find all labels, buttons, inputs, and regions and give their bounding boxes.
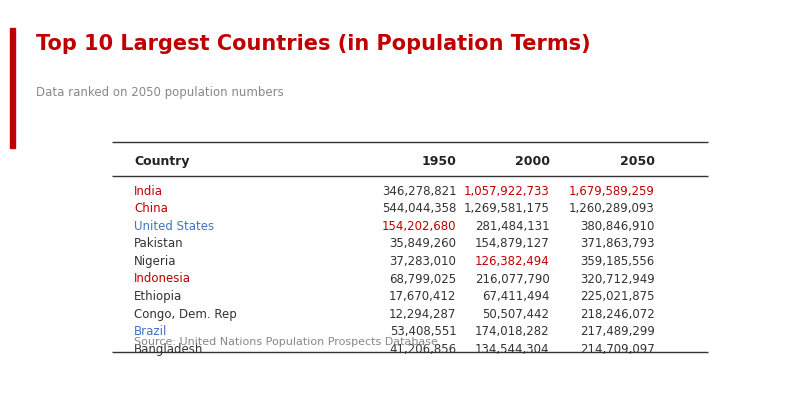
- Text: 12,294,287: 12,294,287: [389, 308, 457, 321]
- Text: United States: United States: [134, 220, 214, 233]
- Text: 126,382,494: 126,382,494: [474, 255, 550, 268]
- Text: Indonesia: Indonesia: [134, 272, 191, 286]
- Text: 67,411,494: 67,411,494: [482, 290, 550, 303]
- Text: Country: Country: [134, 156, 190, 168]
- Text: 2050: 2050: [620, 156, 655, 168]
- Text: Brazil: Brazil: [134, 325, 167, 338]
- Text: Data ranked on 2050 population numbers: Data ranked on 2050 population numbers: [36, 86, 284, 99]
- Text: 1,679,589,259: 1,679,589,259: [569, 185, 655, 198]
- Text: 217,489,299: 217,489,299: [580, 325, 655, 338]
- Text: 53,408,551: 53,408,551: [390, 325, 457, 338]
- Text: Bangladesh: Bangladesh: [134, 343, 203, 356]
- Text: 50,507,442: 50,507,442: [482, 308, 550, 321]
- Text: 2000: 2000: [514, 156, 550, 168]
- Text: China: China: [134, 202, 168, 215]
- Text: Ethiopia: Ethiopia: [134, 290, 182, 303]
- Text: 218,246,072: 218,246,072: [580, 308, 655, 321]
- Text: Top 10 Largest Countries (in Population Terms): Top 10 Largest Countries (in Population …: [36, 34, 590, 54]
- Text: 68,799,025: 68,799,025: [390, 272, 457, 286]
- Text: 320,712,949: 320,712,949: [580, 272, 655, 286]
- Text: 1,260,289,093: 1,260,289,093: [569, 202, 655, 215]
- Text: 174,018,282: 174,018,282: [475, 325, 550, 338]
- Text: 214,709,097: 214,709,097: [580, 343, 655, 356]
- Text: 35,849,260: 35,849,260: [390, 237, 457, 250]
- Text: 225,021,875: 225,021,875: [581, 290, 655, 303]
- Text: 1,057,922,733: 1,057,922,733: [464, 185, 550, 198]
- Text: Pakistan: Pakistan: [134, 237, 184, 250]
- Text: 1,269,581,175: 1,269,581,175: [464, 202, 550, 215]
- Text: Source: United Nations Population Prospects Database: Source: United Nations Population Prospe…: [134, 337, 438, 347]
- Text: 544,044,358: 544,044,358: [382, 202, 457, 215]
- Text: 154,202,680: 154,202,680: [382, 220, 457, 233]
- Text: 346,278,821: 346,278,821: [382, 185, 457, 198]
- Text: Congo, Dem. Rep: Congo, Dem. Rep: [134, 308, 237, 321]
- Text: 134,544,304: 134,544,304: [475, 343, 550, 356]
- Text: India: India: [134, 185, 163, 198]
- Text: 41,206,856: 41,206,856: [390, 343, 457, 356]
- Text: 216,077,790: 216,077,790: [474, 272, 550, 286]
- Text: 17,670,412: 17,670,412: [389, 290, 457, 303]
- Text: 371,863,793: 371,863,793: [581, 237, 655, 250]
- Text: 37,283,010: 37,283,010: [390, 255, 457, 268]
- Text: 281,484,131: 281,484,131: [475, 220, 550, 233]
- Text: 1950: 1950: [422, 156, 457, 168]
- Text: 380,846,910: 380,846,910: [581, 220, 655, 233]
- Text: 359,185,556: 359,185,556: [581, 255, 655, 268]
- Text: 154,879,127: 154,879,127: [474, 237, 550, 250]
- Text: Nigeria: Nigeria: [134, 255, 177, 268]
